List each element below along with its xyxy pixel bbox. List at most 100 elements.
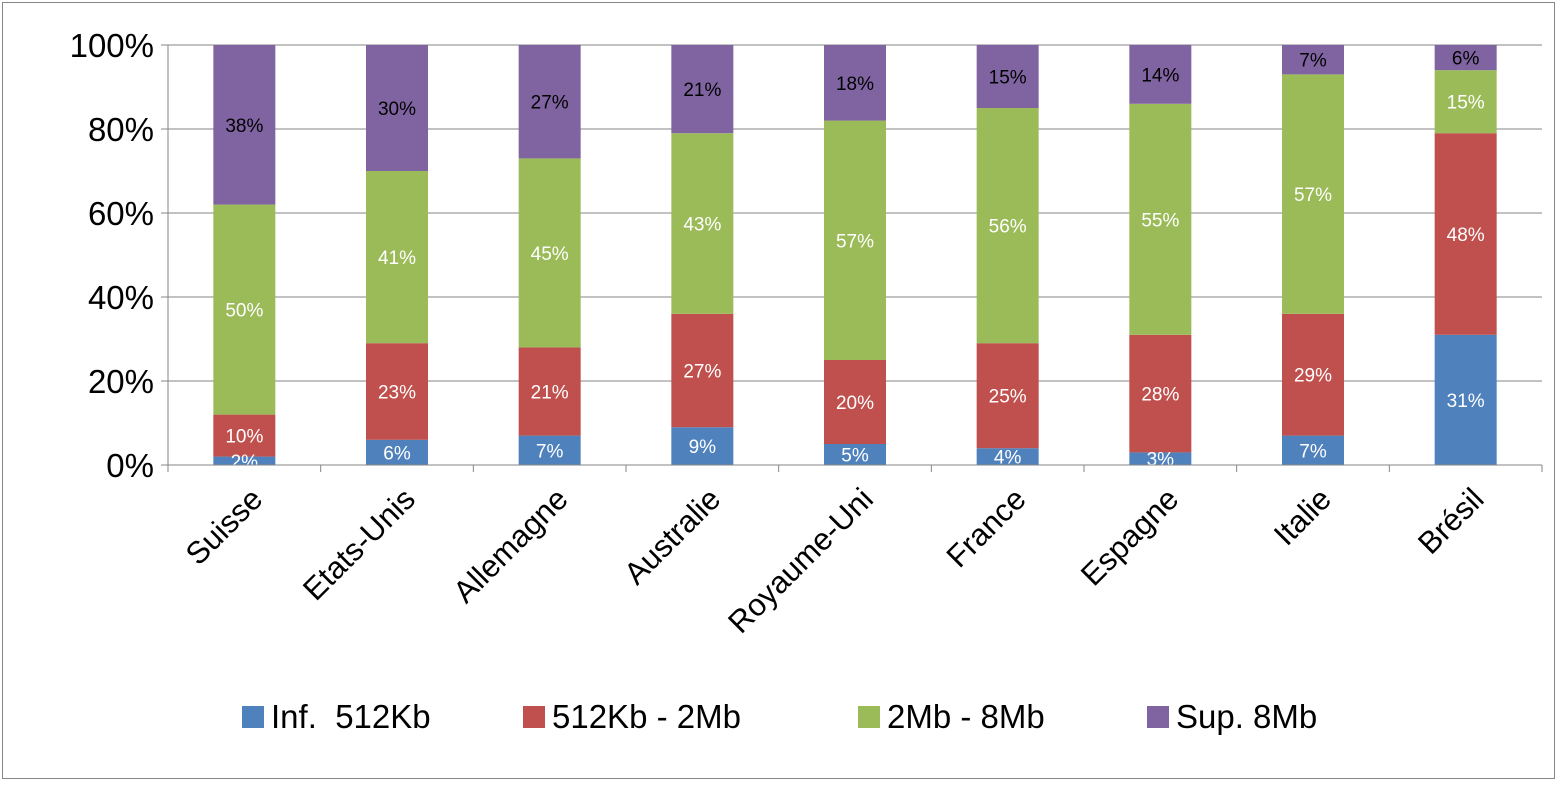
data-label: 18% [836, 74, 874, 95]
bar-segment [1282, 45, 1344, 75]
data-label: 21% [683, 80, 721, 101]
data-label: 27% [531, 93, 569, 114]
data-label: 55% [1141, 210, 1179, 231]
bar-segment [1434, 70, 1497, 134]
bar-segment [1434, 334, 1497, 465]
data-label: 14% [1141, 65, 1179, 86]
bar-segment [1434, 45, 1497, 71]
data-label: 15% [989, 68, 1027, 89]
data-label: 6% [383, 443, 411, 464]
bar-segment [976, 448, 1039, 465]
bar-segment [1282, 74, 1344, 314]
bar-segment [213, 45, 276, 205]
bar-segments [213, 45, 1497, 465]
bar-segment [824, 444, 886, 465]
bar-segment [976, 45, 1039, 108]
bar-segment [518, 347, 581, 436]
data-label: 29% [1294, 366, 1332, 387]
bar-segment [824, 45, 886, 121]
x-tick-label: Allemagne [446, 481, 574, 609]
legend: Inf. 512Kb 512Kb - 2Mb 2Mb - 8Mb Sup. 8Mb [242, 698, 1317, 735]
data-label: 7% [1299, 441, 1327, 462]
bar-segment [824, 360, 886, 444]
data-label: 56% [989, 217, 1027, 238]
data-labels: 2% 10% 50% 38% 6% 23% 41% 30% 7% 21% 45% 27% 9% 27% 43… [225, 49, 1484, 473]
data-label: 7% [536, 441, 564, 462]
bar-segment [1129, 452, 1192, 465]
data-label: 41% [378, 248, 416, 269]
bar-segment [366, 439, 428, 465]
data-label: 57% [836, 231, 874, 252]
data-label: 50% [225, 301, 263, 322]
bar-segment [824, 120, 886, 360]
data-label: 21% [531, 383, 569, 404]
y-tick-label: 80% [88, 111, 154, 148]
legend-label: Sup. 8Mb [1176, 698, 1317, 735]
bar-segment [366, 343, 428, 440]
data-label: 45% [531, 244, 569, 265]
data-label: 4% [994, 448, 1022, 469]
data-label: 38% [225, 116, 263, 137]
data-label: 20% [836, 393, 874, 414]
data-label: 31% [1447, 391, 1485, 412]
data-label: 9% [689, 437, 717, 458]
x-tick-label: Royaume-Uni [721, 481, 880, 640]
bar-segment [1129, 103, 1192, 335]
bar-segment [1129, 45, 1192, 104]
data-label: 57% [1294, 185, 1332, 206]
data-label: 48% [1447, 225, 1485, 246]
bar-segment [671, 45, 734, 134]
data-label: 2% [231, 452, 259, 473]
bar-segment [518, 45, 581, 159]
data-label: 10% [225, 427, 263, 448]
y-tick-label: 60% [88, 195, 154, 232]
bar-segment [671, 133, 734, 314]
y-tick-label: 20% [88, 363, 154, 400]
data-label: 43% [683, 215, 721, 236]
legend-swatch [858, 706, 880, 728]
bar-segment [1282, 313, 1344, 436]
x-tick-label: Suisse [179, 481, 270, 572]
y-tick-label: 0% [106, 447, 154, 484]
legend-label: 2Mb - 8Mb [887, 698, 1045, 735]
bar-segment [366, 171, 428, 344]
x-tick-label: France [940, 481, 1033, 574]
x-tick-label: Australie [617, 481, 727, 591]
bar-segment [671, 427, 734, 465]
data-label: 15% [1447, 93, 1485, 114]
data-label: 6% [1452, 49, 1480, 70]
bar-segment [1129, 334, 1192, 453]
bar-segment [976, 343, 1039, 449]
data-label: 23% [378, 383, 416, 404]
bar-segment [213, 456, 276, 465]
data-label: 27% [683, 362, 721, 383]
bar-segment [213, 204, 276, 415]
legend-label: Inf. 512Kb [271, 698, 431, 735]
bar-segment [366, 45, 428, 171]
data-label: 30% [378, 99, 416, 120]
bar-segment [671, 313, 734, 428]
bar-segment [213, 414, 276, 457]
bar-segment [518, 435, 581, 465]
legend-swatch [242, 706, 264, 728]
bar-segment [518, 158, 581, 348]
stacked-bar-chart: 2% 10% 50% 38% 6% 23% 41% 30% 7% 21% 45% 27% 9% 27% 43… [70, 27, 1543, 735]
bar-segment [976, 108, 1039, 344]
legend-swatch [523, 706, 545, 728]
x-tick-label: Etats-Unis [296, 481, 422, 607]
x-tick-label: Italie [1267, 481, 1338, 552]
data-label: 7% [1299, 51, 1327, 72]
legend-label: 512Kb - 2Mb [552, 698, 741, 735]
data-label: 3% [1147, 450, 1175, 471]
data-label: 5% [841, 446, 869, 467]
y-tick-label: 40% [88, 279, 154, 316]
x-tick-label: Brésil [1411, 481, 1491, 561]
x-tick-label: Espagne [1074, 481, 1185, 592]
data-label: 25% [989, 387, 1027, 408]
y-tick-label: 100% [70, 27, 154, 64]
data-label: 28% [1141, 385, 1179, 406]
bar-segment [1434, 133, 1497, 335]
legend-swatch [1147, 706, 1169, 728]
bar-segment [1282, 435, 1344, 465]
